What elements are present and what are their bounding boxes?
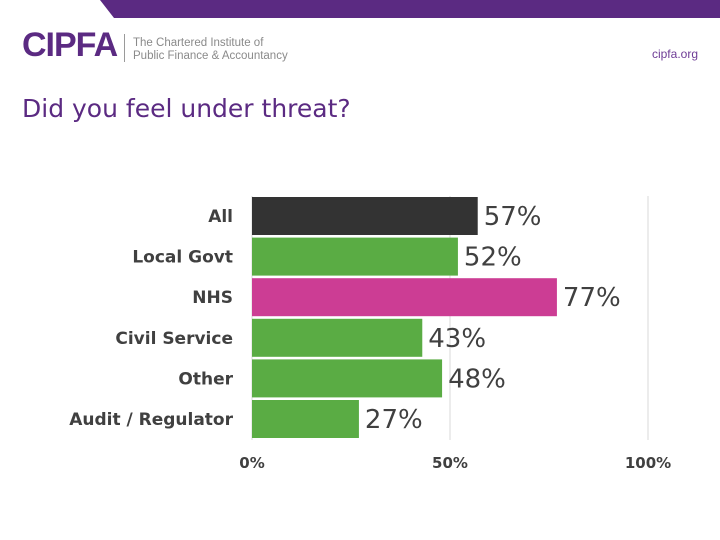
- logo-divider: [124, 34, 125, 62]
- bar-4: [252, 359, 443, 398]
- category-label-5: Audit / Regulator: [69, 410, 233, 430]
- tagline-line-1: The Chartered Institute of: [133, 37, 264, 49]
- header-bar: [100, 0, 720, 18]
- bar-1: [252, 237, 458, 276]
- bar-0: [252, 197, 478, 235]
- cipfa-logo: CIPFA: [22, 26, 118, 64]
- bar-3: [252, 318, 423, 357]
- bar-chart: All 57% Local Govt 52% NHS 77% Civil Service 43…: [69, 196, 671, 472]
- value-label-2: 77%: [563, 283, 621, 313]
- category-label-4: Other: [178, 369, 233, 389]
- bar-2: [252, 278, 557, 317]
- value-label-4: 48%: [448, 364, 506, 394]
- logo-tagline: The Chartered Institute of Public Financ…: [133, 37, 288, 63]
- x-tick-label-2: 100%: [625, 454, 671, 472]
- x-tick-label-0: 0%: [239, 454, 264, 472]
- site-link[interactable]: cipfa.org: [651, 47, 698, 61]
- value-label-5: 27%: [365, 405, 423, 435]
- category-label-2: NHS: [192, 288, 233, 308]
- bar-5: [252, 400, 359, 438]
- x-tick-label-1: 50%: [432, 454, 468, 472]
- value-label-1: 52%: [464, 243, 522, 273]
- value-label-3: 43%: [428, 324, 486, 354]
- value-label-0: 57%: [484, 202, 542, 232]
- category-label-0: All: [208, 207, 233, 227]
- page-title: Did you feel under threat?: [22, 94, 351, 123]
- tagline-line-2: Public Finance & Accountancy: [133, 50, 288, 62]
- category-label-3: Civil Service: [115, 329, 233, 349]
- category-label-1: Local Govt: [132, 248, 233, 268]
